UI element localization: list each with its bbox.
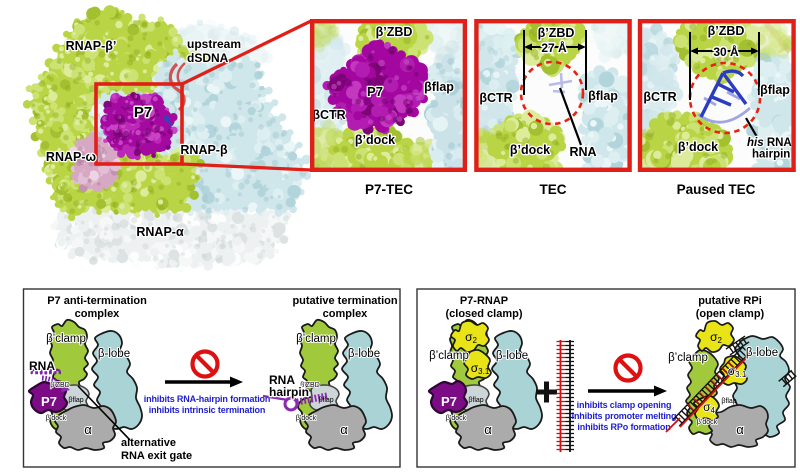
svg-text:P7 anti-termination: P7 anti-termination — [47, 295, 147, 307]
svg-text:β’clamp: β’clamp — [668, 352, 708, 364]
svg-text:hairpin: hairpin — [269, 385, 309, 399]
svg-text:(closed clamp): (closed clamp) — [445, 308, 522, 320]
svg-text:inhibits intrinsic termination: inhibits intrinsic termination — [149, 405, 266, 415]
svg-text:inhibits promoter melting: inhibits promoter melting — [572, 411, 677, 421]
svg-text:β’dock: β’dock — [355, 133, 395, 147]
svg-text:β’clamp: β’clamp — [429, 350, 469, 362]
svg-text:27 Å: 27 Å — [541, 40, 567, 55]
svg-text:βflap: βflap — [318, 397, 333, 404]
svg-text:β’dock: β’dock — [446, 415, 467, 422]
svg-text:RNAP-α: RNAP-α — [136, 225, 184, 239]
svg-text:βCTR: βCTR — [479, 91, 512, 105]
svg-text:βCTR: βCTR — [643, 90, 676, 104]
svg-text:β’clamp: β’clamp — [46, 333, 86, 345]
svg-text:β-lobe: β-lobe — [496, 350, 528, 362]
svg-text:P7: P7 — [41, 394, 57, 409]
svg-text:α: α — [340, 422, 348, 437]
svg-text:β’dock: β’dock — [296, 415, 317, 422]
svg-text:βflap: βflap — [760, 83, 790, 97]
svg-text:βCTR: βCTR — [312, 108, 345, 122]
svg-text:his RNA: his RNA — [747, 137, 792, 149]
svg-text:P7: P7 — [134, 104, 152, 121]
svg-text:inhibits RPo formation: inhibits RPo formation — [577, 422, 670, 432]
svg-text:β’dock: β’dock — [697, 419, 718, 426]
svg-text:complex: complex — [323, 308, 369, 320]
svg-text:P7-TEC: P7-TEC — [365, 182, 413, 197]
svg-text:β’ZBD: β’ZBD — [376, 25, 413, 39]
svg-text:dSDNA: dSDNA — [187, 51, 229, 65]
svg-text:complex: complex — [75, 308, 121, 320]
svg-text:inhibits clamp opening: inhibits clamp opening — [577, 400, 672, 410]
svg-text:RNA: RNA — [269, 373, 295, 387]
svg-text:βflap: βflap — [68, 397, 83, 404]
svg-text:β’clamp: β’clamp — [296, 333, 336, 345]
svg-text:upstream: upstream — [187, 37, 241, 51]
svg-text:βflap: βflap — [424, 80, 454, 94]
svg-text:alternative: alternative — [121, 437, 176, 449]
svg-text:P7: P7 — [367, 84, 383, 99]
svg-text:α: α — [484, 422, 492, 437]
svg-text:RNAP-ω: RNAP-ω — [46, 150, 97, 164]
svg-text:β’dock: β’dock — [510, 143, 550, 157]
svg-text:RNAP-β’: RNAP-β’ — [66, 39, 117, 53]
svg-text:30 Å: 30 Å — [713, 44, 739, 59]
svg-text:β’ZBD: β’ZBD — [300, 382, 320, 389]
svg-text:β-lobe: β-lobe — [746, 347, 778, 359]
svg-text:RNA exit gate: RNA exit gate — [121, 450, 192, 462]
svg-text:βflap: βflap — [468, 397, 483, 404]
svg-text:P7-RNAP: P7-RNAP — [460, 295, 508, 307]
svg-text:β’ZBD: β’ZBD — [50, 382, 70, 389]
svg-text:β’dock: β’dock — [46, 415, 67, 422]
svg-text:βflap: βflap — [588, 89, 618, 103]
svg-text:TEC: TEC — [540, 182, 567, 197]
svg-text:putative termination: putative termination — [292, 295, 397, 307]
svg-text:putative RPi: putative RPi — [698, 295, 762, 307]
svg-text:β-lobe: β-lobe — [348, 348, 380, 360]
svg-text:β’dock: β’dock — [678, 140, 718, 154]
svg-text:α: α — [736, 422, 744, 437]
svg-text:(open clamp): (open clamp) — [696, 308, 765, 320]
svg-text:Paused TEC: Paused TEC — [677, 182, 756, 197]
svg-text:RNA: RNA — [29, 359, 55, 373]
svg-text:α: α — [84, 422, 92, 437]
svg-text:P7: P7 — [441, 394, 457, 409]
svg-text:hairpin: hairpin — [752, 149, 790, 161]
svg-text:βflap: βflap — [721, 398, 736, 405]
svg-text:β-lobe: β-lobe — [98, 348, 130, 360]
svg-text:β’ZBD: β’ZBD — [538, 26, 575, 40]
svg-text:inhibits RNA-hairpin formation: inhibits RNA-hairpin formation — [144, 394, 271, 404]
svg-text:RNA: RNA — [569, 145, 596, 159]
svg-text:β’ZBD: β’ZBD — [708, 24, 745, 38]
svg-text:RNAP-β: RNAP-β — [180, 143, 228, 157]
